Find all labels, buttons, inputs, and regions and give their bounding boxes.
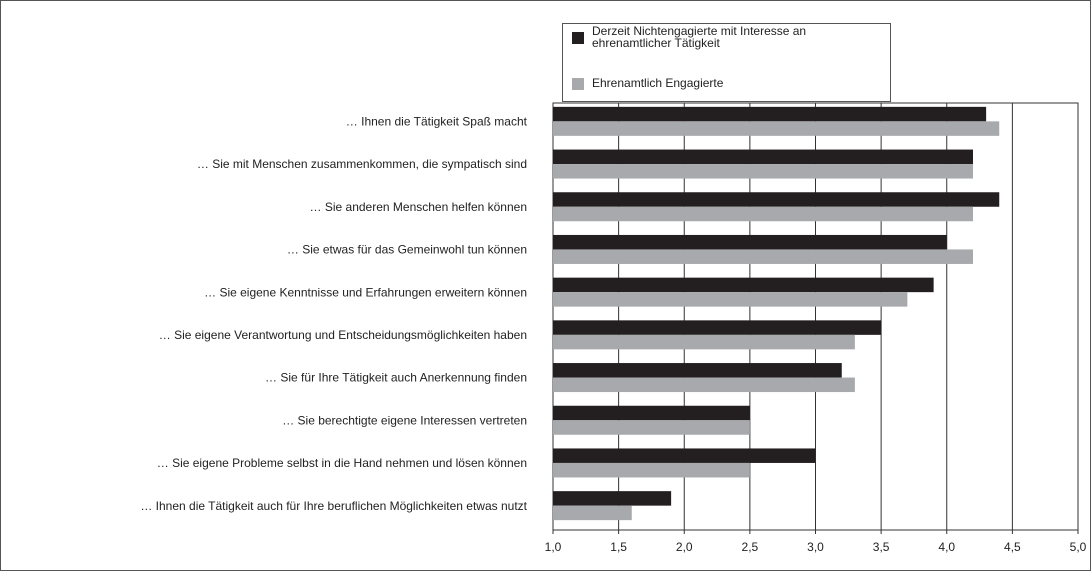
y-tick-label: … Sie eigene Kenntnisse und Erfahrungen … <box>204 285 527 299</box>
bar <box>553 448 816 463</box>
y-tick-label: … Sie etwas für das Gemeinwohl tun könne… <box>287 243 527 257</box>
legend-swatch <box>572 78 584 90</box>
bar <box>553 121 1000 136</box>
bar <box>553 363 842 378</box>
bar <box>553 292 908 307</box>
x-tick-label: 3,0 <box>807 540 824 554</box>
bar <box>553 192 1000 207</box>
bar <box>553 377 855 393</box>
bar <box>553 277 934 293</box>
bar <box>553 149 973 165</box>
legend-line: ehrenamtlicher Tätigkeit <box>592 36 721 50</box>
x-tick-label: 5,0 <box>1070 540 1087 554</box>
bar <box>553 505 632 521</box>
bar <box>553 334 855 350</box>
y-tick-label: … Sie anderen Menschen helfen können <box>310 200 527 214</box>
y-tick-label: … Ihnen die Tätigkeit Spaß macht <box>346 115 528 129</box>
y-tick-label: … Sie berechtigte eigene Interessen vert… <box>282 413 527 427</box>
legend-label: Derzeit Nichtengagierte mit Interesse an… <box>592 24 806 50</box>
x-tick-label: 2,0 <box>676 540 693 554</box>
legend <box>562 23 891 102</box>
bar <box>553 249 973 264</box>
y-tick-label: … Ihnen die Tätigkeit auch für Ihre beru… <box>140 499 527 513</box>
bar <box>553 164 973 179</box>
x-tick-label: 2,5 <box>742 540 759 554</box>
x-tick-label: 4,5 <box>1004 540 1021 554</box>
bar <box>553 462 750 478</box>
x-tick-label: 4,0 <box>938 540 955 554</box>
bar <box>553 234 947 250</box>
bar <box>553 491 672 506</box>
y-tick-label: … Sie eigene Verantwortung und Entscheid… <box>159 328 527 342</box>
legend-line: Derzeit Nichtengagierte mit Interesse an <box>592 24 806 38</box>
legend-swatch <box>572 32 584 44</box>
bar <box>553 405 750 421</box>
bar <box>553 320 882 335</box>
x-tick-label: 1,5 <box>610 540 627 554</box>
y-tick-label: … Sie für Ihre Tätigkeit auch Anerkennun… <box>265 371 527 385</box>
bar <box>553 206 973 222</box>
y-tick-label: … Sie mit Menschen zusammenkommen, die s… <box>197 157 527 171</box>
bar <box>553 106 987 122</box>
x-tick-label: 1,0 <box>545 540 562 554</box>
legend-label: Ehrenamtlich Engagierte <box>592 76 724 90</box>
bar <box>553 420 750 435</box>
y-tick-label: … Sie eigene Probleme selbst in die Hand… <box>157 456 527 470</box>
x-tick-label: 3,5 <box>873 540 890 554</box>
